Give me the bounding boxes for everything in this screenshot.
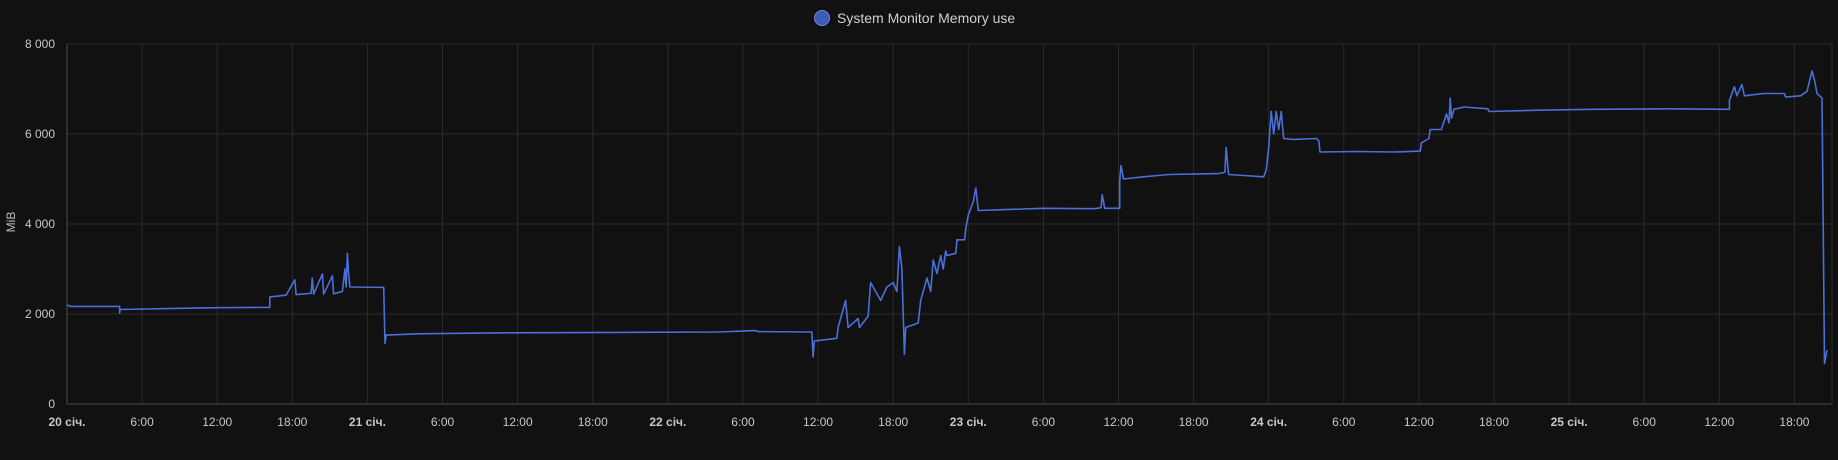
x-tick-label: 6:00: [431, 415, 455, 429]
x-tick-label: 25 січ.: [1551, 415, 1588, 429]
x-tick-label: 18:00: [878, 415, 908, 429]
grid: [66, 43, 1833, 405]
legend-series-label[interactable]: System Monitor Memory use: [837, 10, 1015, 26]
x-tick-label: 6:00: [1633, 415, 1657, 429]
x-tick-label: 12:00: [503, 415, 533, 429]
x-tick-label: 12:00: [1704, 415, 1734, 429]
x-tick-label: 18:00: [1179, 415, 1209, 429]
x-tick-label: 12:00: [803, 415, 833, 429]
x-tick-label: 6:00: [130, 415, 154, 429]
x-tick-label: 23 січ.: [950, 415, 987, 429]
x-tick-label: 18:00: [1779, 415, 1809, 429]
y-tick-label: 6 000: [25, 127, 55, 141]
x-tick-label: 6:00: [1032, 415, 1056, 429]
x-tick-label: 20 січ.: [49, 415, 86, 429]
y-tick-label: 2 000: [25, 307, 55, 321]
y-tick-label: 8 000: [25, 37, 55, 51]
x-tick-label: 22 січ.: [649, 415, 686, 429]
x-tick-label: 18:00: [578, 415, 608, 429]
x-tick-label: 6:00: [731, 415, 755, 429]
y-tick-label: 4 000: [25, 217, 55, 231]
y-axis-label: MiB: [4, 212, 18, 233]
y-tick-label: 0: [48, 397, 55, 411]
chart-legend[interactable]: System Monitor Memory use: [814, 10, 1016, 26]
x-axis-ticks: 20 січ. 6:00 12:00 18:00 21 січ. 6:00 12:00 18:…: [49, 415, 1810, 429]
x-tick-label: 12:00: [1404, 415, 1434, 429]
x-tick-label: 12:00: [1103, 415, 1133, 429]
y-axis-ticks: 0 2 000 4 000 6 000 8 000: [25, 37, 55, 411]
x-tick-label: 18:00: [1479, 415, 1509, 429]
series-line-memory-use[interactable]: [66, 70, 1828, 365]
x-tick-label: 18:00: [277, 415, 307, 429]
x-tick-label: 6:00: [1332, 415, 1356, 429]
x-tick-label: 21 січ.: [349, 415, 386, 429]
series-layer: [66, 70, 1828, 365]
x-tick-label: 12:00: [202, 415, 232, 429]
x-tick-label: 24 січ.: [1250, 415, 1287, 429]
legend-series-marker[interactable]: [814, 10, 830, 26]
